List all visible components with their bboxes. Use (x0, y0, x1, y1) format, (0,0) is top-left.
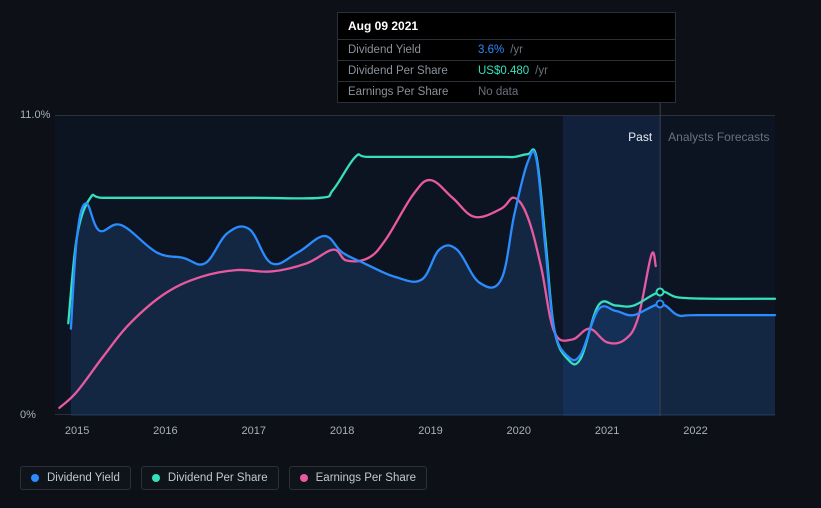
forecast-label: Analysts Forecasts (668, 130, 769, 144)
x-axis-label: 2016 (153, 425, 177, 437)
y-axis-label: 11.0% (20, 109, 50, 121)
tooltip-row: Dividend Yield3.6% /yr (338, 40, 675, 61)
x-axis-label: 2017 (242, 425, 266, 437)
data-tooltip: Aug 09 2021 Dividend Yield3.6%/yrDividen… (337, 12, 676, 103)
tooltip-row: Dividend Per ShareUS$0.480/yr (338, 61, 675, 82)
marker-dividend_per_share (656, 287, 665, 296)
legend-item[interactable]: Earnings Per Share (289, 466, 427, 490)
plot-area[interactable] (55, 115, 775, 415)
x-axis-label: 2022 (683, 425, 707, 437)
tooltip-row-label: Dividend Per Share (348, 65, 478, 77)
tooltip-date: Aug 09 2021 (338, 13, 675, 40)
x-axis-label: 2020 (507, 425, 531, 437)
x-axis-label: 2015 (65, 425, 89, 437)
tooltip-row-value: US$0.480 (478, 65, 529, 77)
tooltip-row-value: 3.6% (478, 44, 504, 56)
x-axis-label: 2021 (595, 425, 619, 437)
tooltip-row-value: No data (478, 86, 518, 98)
legend-label: Dividend Yield (47, 472, 120, 484)
legend-item[interactable]: Dividend Yield (20, 466, 131, 490)
legend-dot-icon (31, 474, 39, 482)
past-label: Past (628, 130, 652, 144)
chart-svg (55, 116, 775, 416)
marker-dividend_yield (656, 300, 665, 309)
tooltip-row-unit: /yr (510, 44, 523, 56)
legend: Dividend Yield Dividend Per Share Earnings… (20, 466, 427, 490)
legend-label: Earnings Per Share (316, 472, 416, 484)
x-axis-label: 2018 (330, 425, 354, 437)
legend-item[interactable]: Dividend Per Share (141, 466, 279, 490)
tooltip-row-label: Dividend Yield (348, 44, 478, 56)
tooltip-row: Earnings Per ShareNo data (338, 82, 675, 102)
tooltip-row-label: Earnings Per Share (348, 86, 478, 98)
legend-label: Dividend Per Share (168, 472, 268, 484)
tooltip-row-unit: /yr (535, 65, 548, 77)
x-axis-label: 2019 (418, 425, 442, 437)
legend-dot-icon (300, 474, 308, 482)
y-axis-label: 0% (20, 409, 36, 421)
dividend-chart: Aug 09 2021 Dividend Yield3.6%/yrDividen… (0, 0, 821, 508)
legend-dot-icon (152, 474, 160, 482)
